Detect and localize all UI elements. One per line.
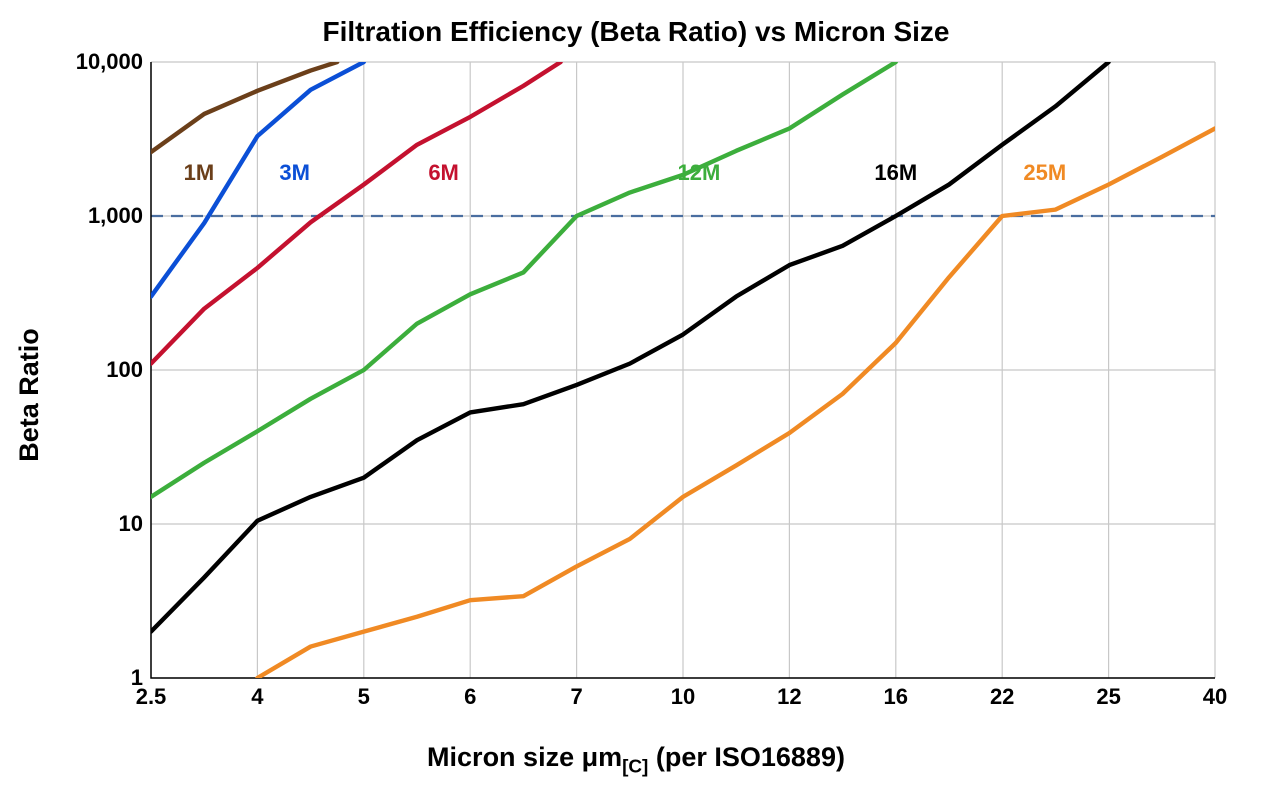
- x-tick-label: 4: [251, 684, 263, 710]
- chart-container: { "chart": { "type": "line", "title": "F…: [0, 0, 1272, 790]
- plot-area: [151, 62, 1215, 678]
- series-label-25M: 25M: [1023, 160, 1066, 186]
- chart-svg: [151, 62, 1215, 678]
- series-line-1M: [151, 62, 337, 152]
- series-label-1M: 1M: [184, 160, 215, 186]
- series-line-12M: [151, 62, 896, 497]
- series-label-16M: 16M: [874, 160, 917, 186]
- y-tick-label: 10,000: [76, 49, 143, 75]
- x-tick-label: 40: [1203, 684, 1227, 710]
- series-label-3M: 3M: [279, 160, 310, 186]
- x-tick-label: 25: [1096, 684, 1120, 710]
- series-line-25M: [257, 128, 1215, 678]
- x-tick-label: 2.5: [136, 684, 167, 710]
- y-tick-label: 10: [119, 511, 143, 537]
- x-tick-label: 10: [671, 684, 695, 710]
- x-axis-label-subscript: [C]: [622, 756, 648, 777]
- series-label-6M: 6M: [428, 160, 459, 186]
- y-axis-label: Beta Ratio: [14, 328, 45, 462]
- chart-title: Filtration Efficiency (Beta Ratio) vs Mi…: [0, 16, 1272, 48]
- x-axis-label-prefix: Micron size μm: [427, 742, 622, 772]
- y-tick-label: 100: [106, 357, 143, 383]
- x-tick-label: 5: [358, 684, 370, 710]
- x-axis-label: Micron size μm[C] (per ISO16889): [0, 742, 1272, 778]
- x-tick-label: 22: [990, 684, 1014, 710]
- series-label-12M: 12M: [678, 160, 721, 186]
- x-tick-label: 7: [570, 684, 582, 710]
- x-tick-label: 12: [777, 684, 801, 710]
- y-tick-label: 1,000: [88, 203, 143, 229]
- x-axis-label-suffix: (per ISO16889): [648, 742, 845, 772]
- x-tick-label: 16: [884, 684, 908, 710]
- x-tick-label: 6: [464, 684, 476, 710]
- series-line-16M: [151, 62, 1109, 632]
